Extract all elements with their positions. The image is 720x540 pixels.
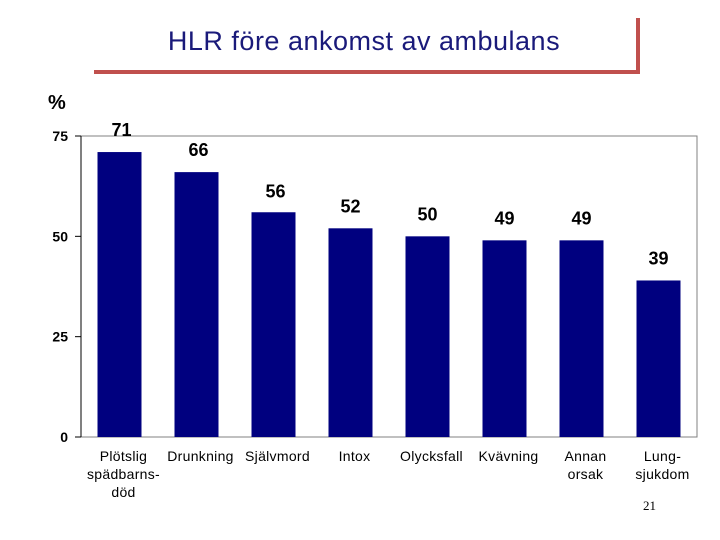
category-label: Drunkning (167, 448, 234, 464)
bar-value-label: 50 (417, 204, 437, 224)
y-tick-label: 50 (52, 228, 68, 244)
bar (636, 280, 681, 437)
y-tick-label: 0 (60, 429, 68, 445)
bar (174, 172, 219, 437)
category-label: Självmord (245, 448, 310, 464)
plot-frame (80, 135, 698, 438)
bar-value-label: 66 (188, 140, 208, 160)
page-number: 21 (643, 498, 656, 513)
bar-value-label: 39 (648, 248, 668, 268)
y-axis-unit-label: % (48, 92, 66, 114)
category-label: död (111, 484, 135, 500)
y-tick-label: 75 (52, 128, 68, 144)
bar (97, 152, 142, 437)
category-label: Lung- (644, 448, 681, 464)
chart-title: HLR före ankomst av ambulans (167, 26, 561, 56)
category-label: Olycksfall (400, 448, 463, 464)
title-frame (94, 18, 640, 74)
bar-value-label: 71 (111, 120, 131, 140)
bar (559, 240, 604, 437)
bar (328, 228, 373, 437)
bar-value-label: 52 (340, 196, 360, 216)
category-label: orsak (568, 466, 604, 482)
category-label: spädbarns- (87, 466, 160, 482)
category-label: Kvävning (479, 448, 539, 464)
bar-value-label: 56 (265, 181, 285, 201)
bar-value-label: 49 (571, 208, 591, 228)
bar (482, 240, 527, 437)
category-label: Annan (565, 448, 607, 464)
bar-value-label: 49 (494, 208, 514, 228)
category-label: Intox (339, 448, 371, 464)
category-label: Plötslig (100, 448, 148, 464)
category-label: sjukdom (635, 466, 689, 482)
bar (405, 236, 450, 437)
y-tick-label: 25 (52, 329, 68, 345)
bar (251, 212, 296, 437)
